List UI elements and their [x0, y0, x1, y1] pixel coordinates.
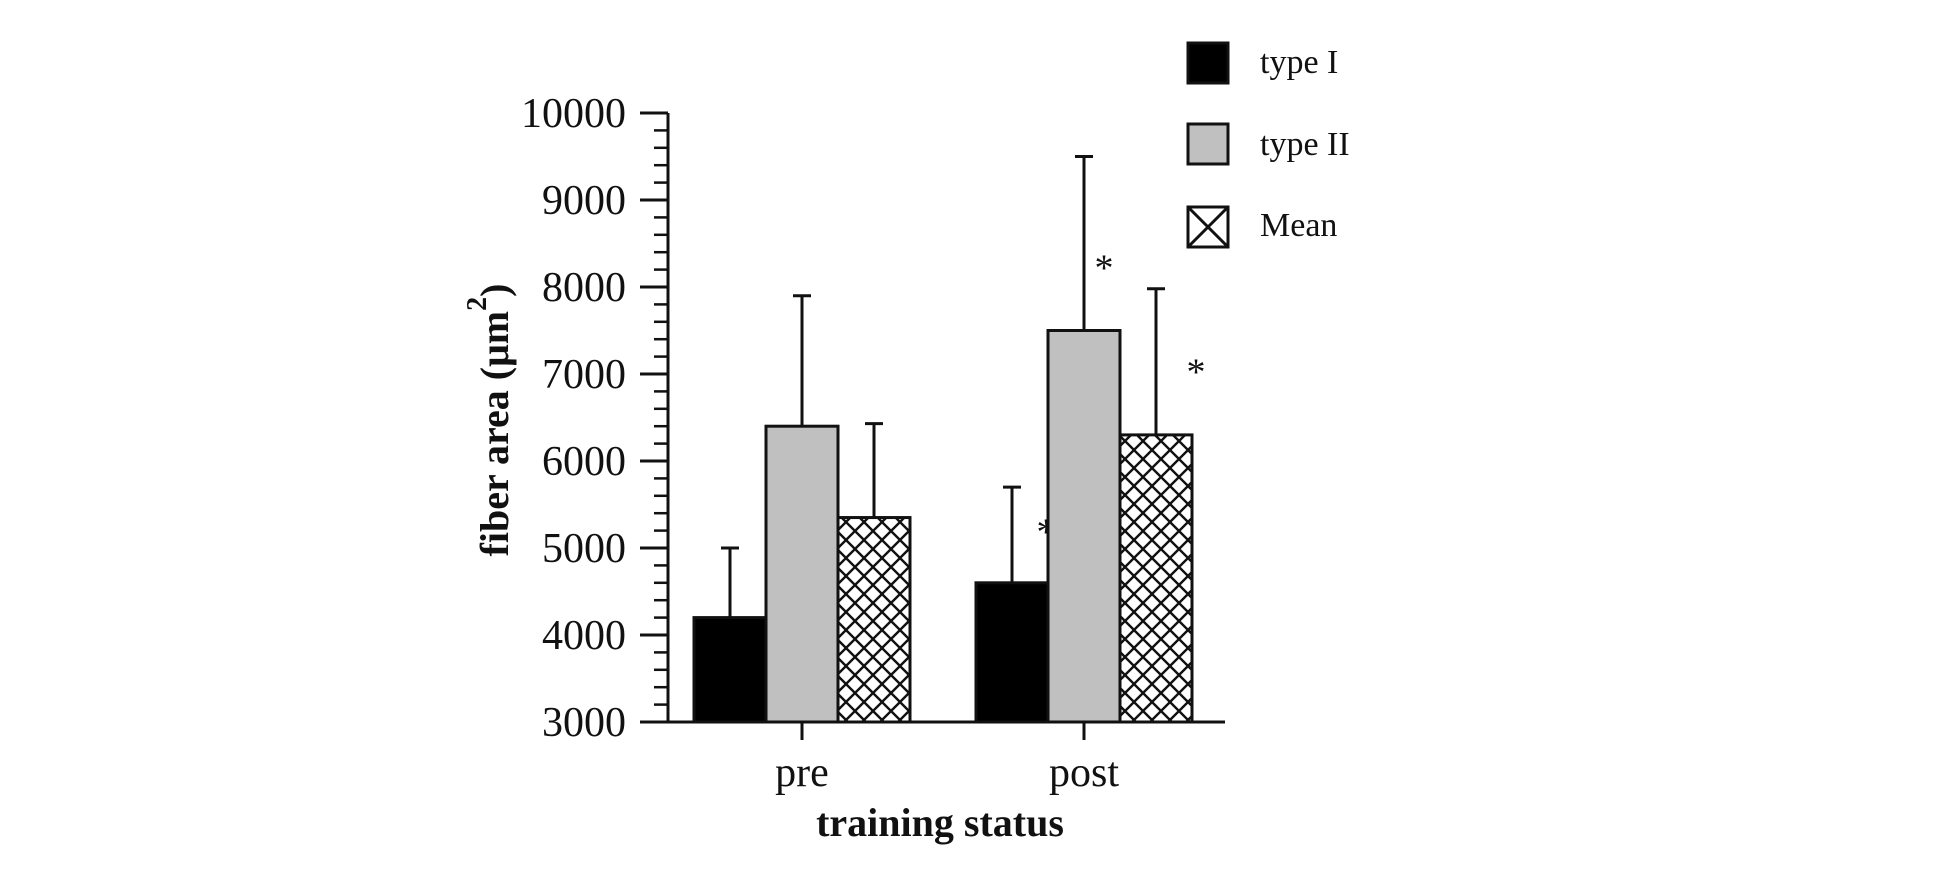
x-tick-label-pre: pre: [775, 750, 829, 796]
legend-label-type-ii: type II: [1260, 126, 1350, 163]
bars: ***: [692, 155, 1206, 724]
x-axis-title: training status: [816, 800, 1064, 845]
bar-post-type-i: [974, 581, 1050, 724]
legend-label-mean: Mean: [1260, 207, 1337, 244]
y-tick-label: 3000: [542, 700, 626, 746]
y-axis-title-exponent: 2: [462, 297, 493, 311]
bar-pre-mean: [836, 516, 912, 724]
legend-swatch-type-ii: [1186, 122, 1230, 166]
y-tick-label: 5000: [542, 526, 626, 572]
y-axis-title-base: fiber area (μm: [472, 311, 517, 557]
y-tick-label: 8000: [542, 265, 626, 311]
legend-swatch-mean-cross: [1186, 205, 1230, 249]
y-tick-label: 9000: [542, 178, 626, 224]
y-tick-label: 10000: [521, 91, 626, 137]
tick-labels: 3000 4000 5000 6000 7000 8000 9000 10000 pre post: [521, 91, 1119, 796]
legend-label-type-i: type I: [1260, 44, 1338, 81]
y-axis-title: fiber area (μm2): [462, 284, 517, 557]
y-tick-label: 6000: [542, 439, 626, 485]
bar-post-mean: [1118, 433, 1194, 724]
bar-pre-type-i: [692, 616, 768, 724]
significance-marker: *: [1095, 248, 1114, 290]
y-axis-title-close: ): [472, 284, 517, 297]
y-tick-label: 7000: [542, 352, 626, 398]
legend-swatch-type-i: [1186, 41, 1230, 85]
bar-pre-type-ii: [764, 424, 840, 724]
significance-marker: *: [1187, 352, 1206, 394]
legend: type I type II Mean: [1186, 41, 1350, 249]
x-tick-label-post: post: [1049, 750, 1119, 796]
y-tick-label: 4000: [542, 613, 626, 659]
bar-post-type-ii: [1046, 329, 1122, 724]
